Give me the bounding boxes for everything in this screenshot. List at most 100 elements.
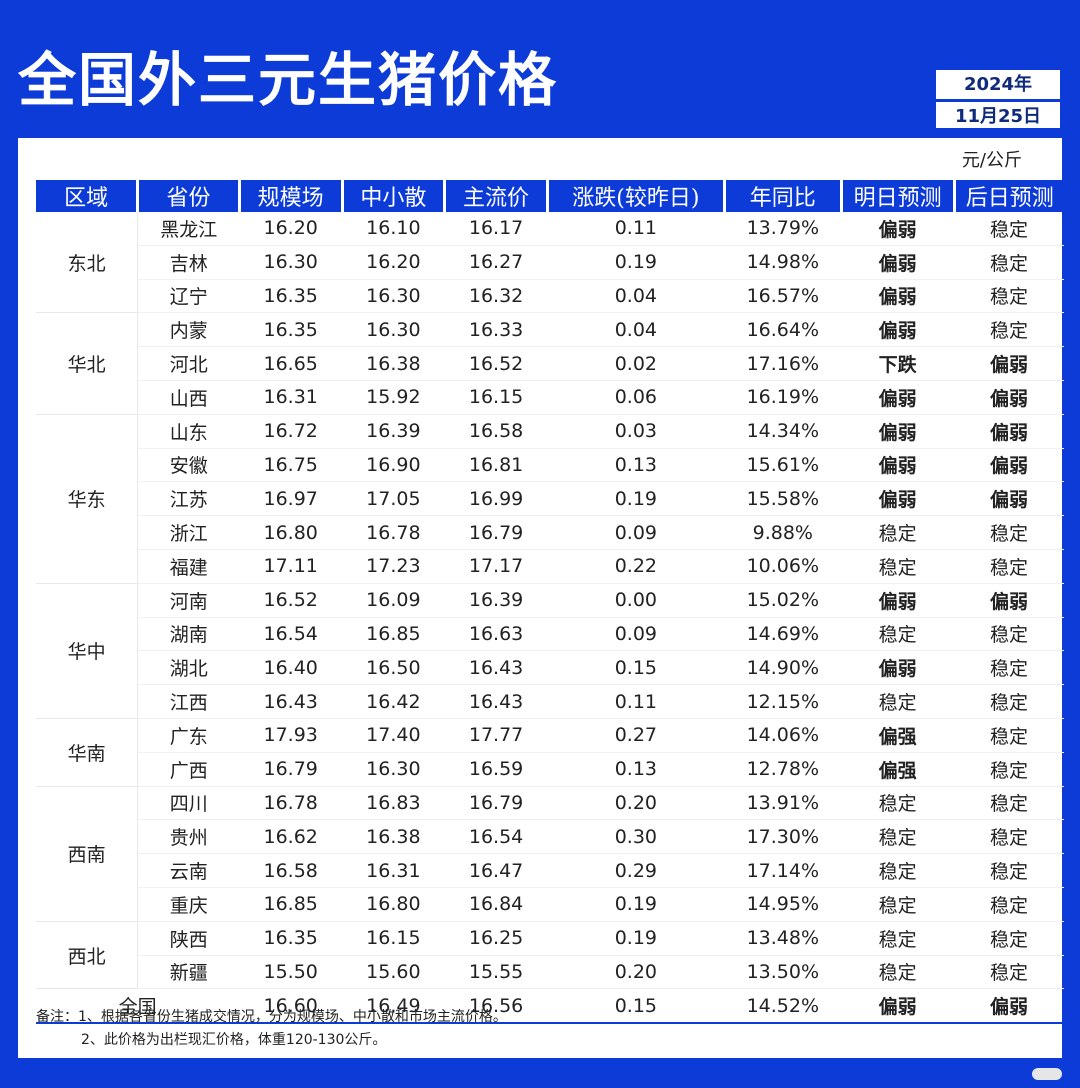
yoy-cell: 12.78% [724, 752, 842, 787]
forecast-day-after-cell: 稳定 [954, 549, 1064, 584]
main-price-cell: 16.52 [444, 346, 548, 381]
header-small-farm: 中小散 [342, 180, 447, 212]
large-farm-cell: 16.31 [239, 380, 343, 415]
large-farm-cell: 16.62 [239, 819, 343, 855]
yoy-cell: 15.02% [724, 583, 842, 618]
watermark [1032, 1068, 1062, 1080]
small-farm-cell: 16.85 [342, 617, 445, 652]
province-cell: 内蒙 [137, 312, 240, 348]
table-row: 辽宁 16.35 16.30 16.32 0.04 16.57% 偏弱 稳定 [36, 279, 1064, 314]
unit-label: 元/公斤 [961, 150, 1022, 171]
yoy-cell: 13.91% [724, 786, 842, 821]
main-price-cell: 16.81 [444, 448, 548, 483]
main-price-cell: 16.47 [444, 853, 548, 888]
region-cell: 华北 [36, 312, 139, 415]
small-farm-cell: 16.39 [342, 414, 445, 449]
yoy-cell: 17.16% [724, 346, 842, 381]
province-cell: 湖南 [137, 617, 240, 652]
forecast-day-after-cell: 稳定 [954, 955, 1064, 990]
forecast-tomorrow-cell: 偏强 [841, 718, 955, 753]
forecast-tomorrow-cell: 稳定 [841, 819, 955, 855]
change-cell: 0.27 [547, 718, 725, 753]
yoy-cell: 14.95% [724, 887, 842, 922]
province-cell: 浙江 [137, 515, 240, 550]
forecast-day-after-cell: 稳定 [954, 279, 1064, 314]
region-cell: 华东 [36, 414, 139, 584]
total-forecast-day-after-cell: 偏弱 [954, 988, 1064, 1025]
large-farm-cell: 16.35 [239, 312, 343, 348]
main-price-cell: 16.79 [444, 786, 548, 821]
small-farm-cell: 16.38 [342, 819, 445, 855]
table-row: 湖南 16.54 16.85 16.63 0.09 14.69% 稳定 稳定 [36, 617, 1064, 652]
total-label: 全国 [36, 988, 240, 1025]
table-row: 江苏 16.97 17.05 16.99 0.19 15.58% 偏弱 偏弱 [36, 481, 1064, 517]
yoy-cell: 9.88% [724, 515, 842, 550]
main-price-cell: 16.15 [444, 380, 548, 415]
forecast-tomorrow-cell: 稳定 [841, 515, 955, 550]
forecast-tomorrow-cell: 稳定 [841, 921, 955, 956]
change-cell: 0.09 [547, 617, 725, 652]
small-farm-cell: 16.30 [342, 279, 445, 314]
main-price-cell: 16.54 [444, 819, 548, 855]
change-cell: 0.20 [547, 955, 725, 990]
yoy-cell: 15.58% [724, 481, 842, 517]
large-farm-cell: 16.35 [239, 921, 343, 956]
yoy-cell: 17.30% [724, 819, 842, 855]
change-cell: 0.04 [547, 312, 725, 348]
forecast-day-after-cell: 偏弱 [954, 583, 1064, 618]
province-cell: 湖北 [137, 650, 240, 686]
table-row: 华中 河南 16.52 16.09 16.39 0.00 15.02% 偏弱 偏弱 [36, 583, 1064, 719]
province-cell: 广西 [137, 752, 240, 787]
province-cell: 广东 [137, 718, 240, 753]
header-province: 省份 [137, 180, 241, 212]
province-cell: 江西 [137, 684, 240, 719]
header-yoy: 年同比 [724, 180, 843, 212]
yoy-cell: 14.06% [724, 718, 842, 753]
forecast-tomorrow-cell: 偏弱 [841, 583, 955, 618]
small-farm-cell: 16.78 [342, 515, 445, 550]
change-cell: 0.15 [547, 650, 725, 686]
large-farm-cell: 16.65 [239, 346, 343, 381]
change-cell: 0.19 [547, 245, 725, 280]
header-large-farm: 规模场 [239, 180, 344, 212]
forecast-day-after-cell: 稳定 [954, 684, 1064, 719]
yoy-cell: 14.34% [724, 414, 842, 449]
forecast-tomorrow-cell: 稳定 [841, 853, 955, 888]
table-row: 福建 17.11 17.23 17.17 0.22 10.06% 稳定 稳定 [36, 549, 1064, 584]
table-row: 广西 16.79 16.30 16.59 0.13 12.78% 偏强 稳定 [36, 752, 1064, 787]
large-farm-cell: 16.72 [239, 414, 343, 449]
large-farm-cell: 16.30 [239, 245, 343, 280]
small-farm-cell: 15.92 [342, 380, 445, 415]
large-farm-cell: 16.85 [239, 887, 343, 922]
main-price-cell: 16.17 [444, 212, 548, 246]
total-large-farm-cell: 16.60 [239, 988, 343, 1025]
province-cell: 贵州 [137, 819, 240, 855]
content-card: 元/公斤 区域 省份 规模场 中小散 主流价 涨跌(较昨日) 年同比 明日预测 … [18, 138, 1064, 1058]
forecast-day-after-cell: 稳定 [954, 312, 1064, 348]
yoy-cell: 14.90% [724, 650, 842, 686]
province-cell: 山东 [137, 414, 240, 449]
forecast-tomorrow-cell: 偏弱 [841, 380, 955, 415]
small-farm-cell: 16.30 [342, 312, 445, 348]
forecast-day-after-cell: 稳定 [954, 718, 1064, 753]
small-farm-cell: 16.31 [342, 853, 445, 888]
table-header-row: 区域 省份 规模场 中小散 主流价 涨跌(较昨日) 年同比 明日预测 后日预测 [36, 180, 1064, 212]
large-farm-cell: 16.78 [239, 786, 343, 821]
main-price-cell: 16.84 [444, 887, 548, 922]
table-row: 西南 四川 16.78 16.83 16.79 0.20 13.91% 稳定 稳定 [36, 786, 1064, 922]
forecast-day-after-cell: 稳定 [954, 245, 1064, 280]
yoy-cell: 16.57% [724, 279, 842, 314]
province-cell: 四川 [137, 786, 240, 821]
province-cell: 云南 [137, 853, 240, 888]
small-farm-cell: 17.40 [342, 718, 445, 753]
large-farm-cell: 16.43 [239, 684, 343, 719]
table-row: 山西 16.31 15.92 16.15 0.06 16.19% 偏弱 偏弱 [36, 380, 1064, 415]
forecast-day-after-cell: 稳定 [954, 853, 1064, 888]
small-farm-cell: 16.20 [342, 245, 445, 280]
forecast-tomorrow-cell: 偏弱 [841, 312, 955, 348]
header-change: 涨跌(较昨日) [547, 180, 726, 212]
large-farm-cell: 16.40 [239, 650, 343, 686]
table-row: 新疆 15.50 15.60 15.55 0.20 13.50% 稳定 稳定 [36, 955, 1064, 990]
main-price-cell: 15.55 [444, 955, 548, 990]
note-2: 2、此价格为出栏现汇价格，体重120-130公斤。 [81, 1032, 387, 1048]
